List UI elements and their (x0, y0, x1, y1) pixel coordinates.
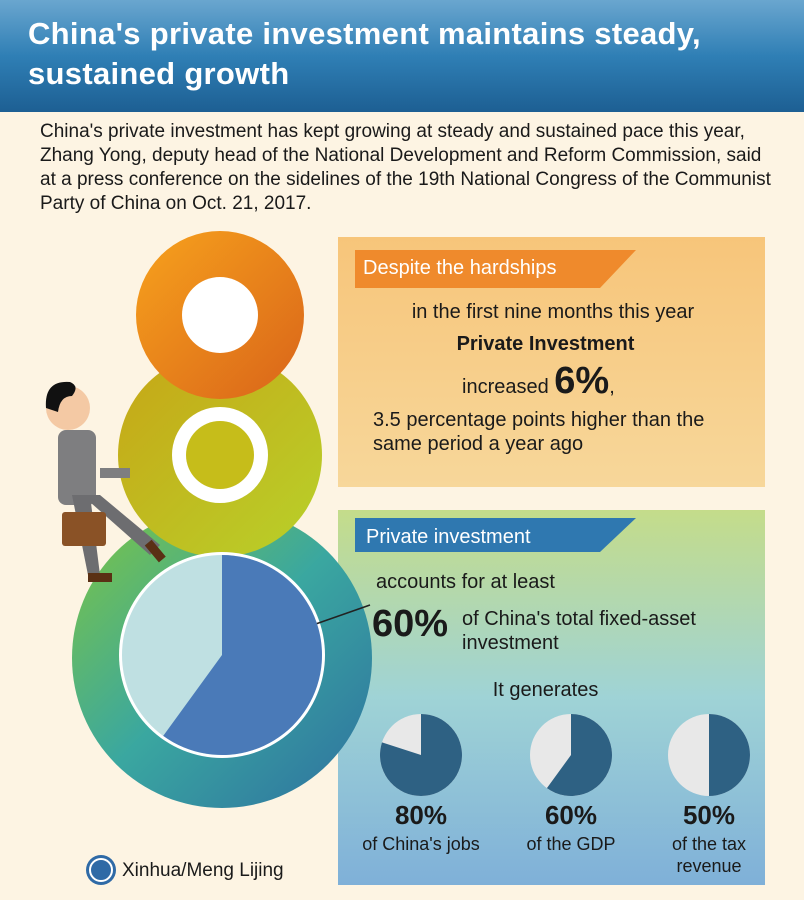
share-text: of China's total fixed-asset investment (462, 608, 696, 654)
pie-slice (163, 555, 323, 755)
box-heading: Private investment (366, 526, 531, 548)
pie-slice (380, 714, 462, 796)
share-label: 60% (372, 603, 449, 645)
subject-text: Private Investment (456, 333, 635, 355)
pie-slice (546, 714, 612, 796)
pie-caption: of China's jobs (362, 834, 480, 854)
share-ribbon (355, 518, 636, 552)
pie-label: 60% (544, 800, 598, 830)
growth-ribbon (355, 250, 636, 288)
ring-hole (182, 277, 258, 353)
pie-caption: of the tax revenue (671, 834, 747, 876)
increase-line: increased 6%, (462, 360, 615, 403)
ring-core (186, 421, 254, 489)
businessman (45, 381, 166, 582)
period-text: in the first nine months this year (411, 301, 695, 323)
pie-label: 50% (682, 800, 736, 830)
credit: Xinhua/Meng Lijing (122, 860, 284, 881)
header-band (0, 0, 804, 112)
figure-text: 6% (554, 360, 610, 402)
logo-ring (89, 858, 113, 882)
title: China's private investment maintains ste… (28, 16, 701, 91)
comparison-text: 3.5 percentage points higher than the sa… (373, 409, 705, 455)
lead-text: accounts for at least (376, 571, 555, 593)
verb-text: increased (462, 376, 549, 398)
pie-slice (709, 714, 750, 796)
share-box (338, 510, 765, 885)
pie-caption: of the GDP (526, 834, 616, 854)
generates-title: It generates (492, 679, 599, 701)
box-heading: Despite the hardships (363, 257, 557, 279)
comma: , (609, 376, 615, 398)
intro-text: China's private investment has kept grow… (40, 121, 771, 214)
pie-label: 80% (394, 800, 448, 830)
